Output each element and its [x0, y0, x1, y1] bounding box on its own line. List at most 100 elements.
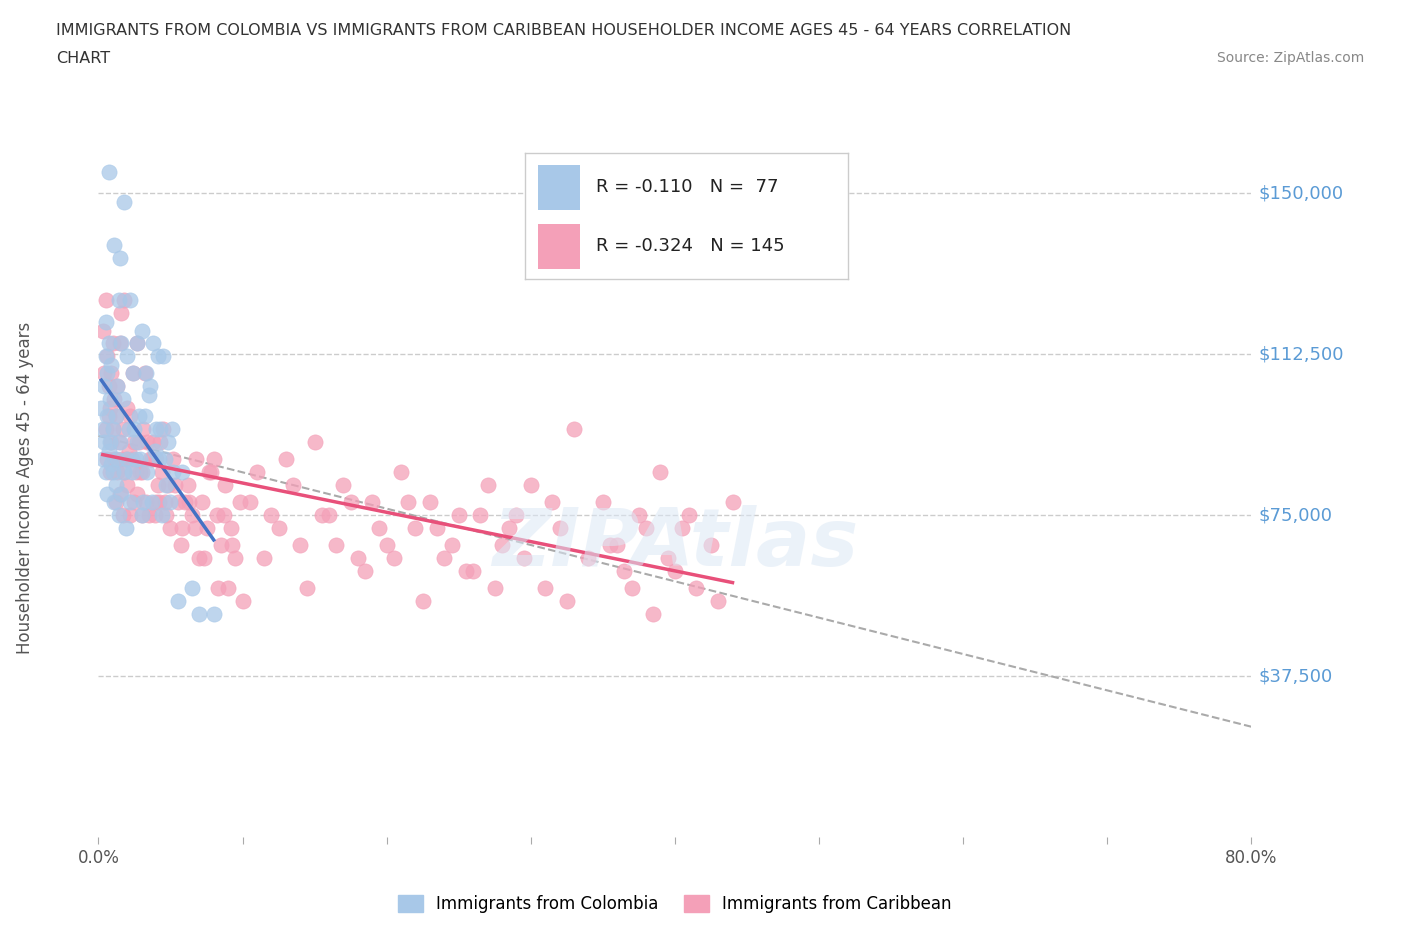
Point: [224, 551, 246, 565]
Point: [104, 495, 127, 510]
Point: [548, 521, 571, 536]
Point: [101, 336, 124, 351]
Point: [96, 366, 118, 381]
Point: [555, 593, 578, 608]
Point: [382, 551, 405, 565]
Point: [112, 465, 135, 480]
Point: [219, 521, 242, 536]
Text: ZIPAtlas: ZIPAtlas: [492, 505, 858, 583]
Point: [101, 422, 124, 437]
Point: [96, 452, 118, 467]
Point: [274, 452, 297, 467]
Point: [149, 422, 172, 437]
Point: [120, 293, 142, 308]
Point: [520, 478, 543, 493]
Point: [267, 521, 290, 536]
Point: [117, 400, 138, 415]
Point: [142, 434, 165, 449]
Point: [191, 495, 214, 510]
Point: [118, 444, 141, 458]
Point: [97, 444, 120, 458]
Point: [179, 495, 201, 510]
Point: [110, 486, 132, 501]
Point: [93, 366, 115, 381]
Text: $112,500: $112,500: [1258, 345, 1344, 363]
Point: [122, 366, 145, 381]
Point: [389, 465, 412, 480]
Point: [198, 465, 221, 480]
Point: [156, 434, 179, 449]
Point: [131, 508, 153, 523]
Point: [195, 521, 218, 536]
Point: [188, 606, 211, 621]
Point: [120, 508, 142, 523]
Point: [606, 538, 628, 552]
Point: [111, 392, 134, 406]
Point: [461, 564, 484, 578]
Point: [94, 293, 117, 308]
Point: [103, 452, 125, 467]
Point: [346, 551, 368, 565]
Point: [149, 434, 172, 449]
Point: [207, 580, 229, 595]
Point: [110, 336, 132, 351]
Point: [620, 580, 643, 595]
Point: [108, 336, 131, 351]
Point: [131, 323, 153, 338]
Point: [132, 495, 155, 510]
Point: [166, 495, 188, 510]
Point: [281, 478, 304, 493]
Point: [143, 444, 166, 458]
Point: [657, 551, 679, 565]
Point: [454, 564, 477, 578]
Point: [94, 349, 117, 364]
Point: [121, 452, 143, 467]
Point: [396, 495, 419, 510]
Point: [599, 538, 621, 552]
Point: [104, 409, 127, 424]
Point: [155, 508, 177, 523]
Text: $37,500: $37,500: [1258, 667, 1333, 685]
Point: [150, 465, 173, 480]
Point: [145, 422, 167, 437]
Point: [491, 538, 513, 552]
Point: [146, 349, 169, 364]
Point: [101, 465, 124, 480]
Point: [100, 357, 122, 372]
Point: [141, 452, 163, 467]
Text: $75,000: $75,000: [1258, 506, 1333, 525]
Point: [193, 551, 215, 565]
Point: [111, 422, 134, 437]
Point: [103, 495, 125, 510]
Point: [122, 366, 145, 381]
Point: [700, 538, 723, 552]
Point: [181, 508, 204, 523]
Point: [162, 465, 184, 480]
Point: [118, 422, 141, 437]
Point: [93, 434, 115, 449]
Point: [93, 379, 115, 393]
Point: [91, 422, 114, 437]
Point: [304, 434, 326, 449]
Point: [107, 508, 129, 523]
Point: [228, 495, 250, 510]
Point: [145, 452, 167, 467]
Point: [112, 194, 135, 209]
Point: [361, 495, 384, 510]
Point: [105, 379, 128, 393]
Point: [592, 495, 614, 510]
Point: [512, 551, 534, 565]
Point: [129, 465, 152, 480]
Point: [97, 336, 120, 351]
Point: [139, 379, 162, 393]
Point: [127, 336, 149, 351]
Point: [159, 495, 181, 510]
Text: Householder Income Ages 45 - 64 years: Householder Income Ages 45 - 64 years: [17, 322, 34, 655]
Point: [678, 508, 700, 523]
Point: [138, 508, 160, 523]
Point: [91, 323, 114, 338]
Point: [153, 452, 176, 467]
Point: [135, 495, 157, 510]
Point: [627, 508, 650, 523]
Point: [202, 606, 225, 621]
